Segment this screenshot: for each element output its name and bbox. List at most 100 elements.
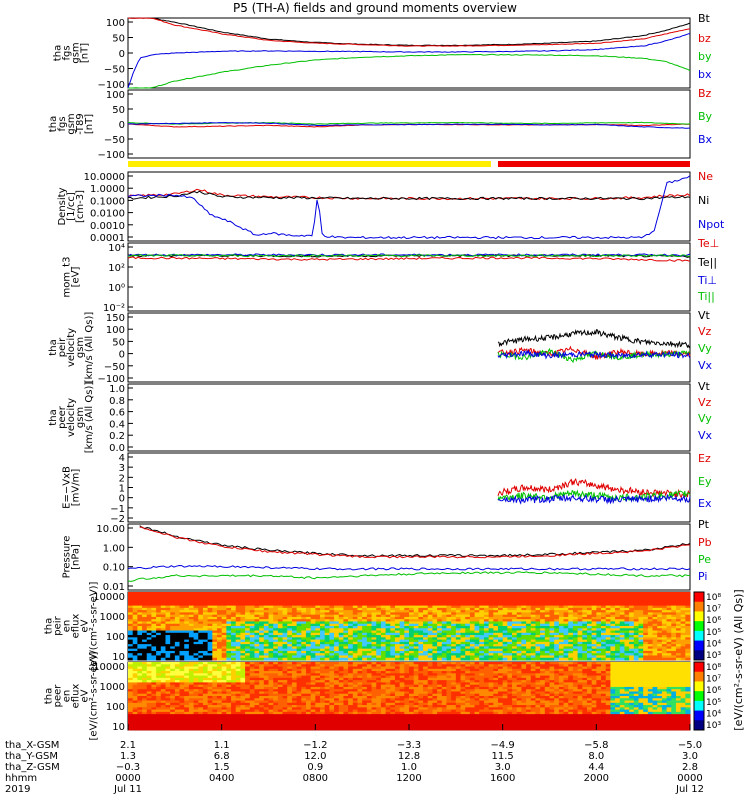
spectrogram-cell bbox=[263, 644, 269, 647]
spectrogram-cell bbox=[437, 637, 443, 640]
spectrogram-cell bbox=[305, 673, 312, 676]
spectrogram-cell bbox=[282, 668, 288, 672]
spectrogram-cell bbox=[249, 623, 255, 627]
spectrogram-cell bbox=[357, 603, 363, 606]
spectrogram-cell bbox=[633, 603, 639, 606]
spectrogram-cell bbox=[577, 616, 583, 620]
spectrogram-cell bbox=[394, 616, 401, 620]
spectrogram-cell bbox=[291, 596, 297, 600]
spectrogram-cell bbox=[277, 675, 283, 679]
spectrogram-cell bbox=[469, 668, 475, 672]
spectrogram-cell bbox=[671, 632, 677, 636]
spectrogram-cell bbox=[544, 644, 550, 647]
spectrogram-cell bbox=[390, 680, 396, 683]
spectrogram-cell bbox=[502, 619, 508, 622]
spectrogram-cell bbox=[142, 612, 148, 616]
spectrogram-cell bbox=[137, 641, 143, 645]
spectrogram-cell bbox=[132, 644, 138, 647]
spectrogram-cell bbox=[296, 677, 302, 681]
spectrogram-cell bbox=[146, 628, 152, 631]
panel-label: [eV/(cm²-s-sr-eV)] bbox=[89, 651, 100, 740]
spectrogram-cell bbox=[352, 598, 358, 602]
spectrogram-cell bbox=[348, 592, 354, 595]
spectrogram-cell bbox=[624, 666, 630, 670]
spectrogram-cell bbox=[483, 682, 490, 686]
spectrogram-cell bbox=[146, 666, 152, 670]
spectrogram-cell bbox=[390, 610, 396, 613]
panel-label: [1/cc] bbox=[66, 192, 77, 221]
spectrogram-cell bbox=[610, 650, 616, 654]
spectrogram-cell bbox=[615, 607, 621, 611]
spectrogram-cell bbox=[413, 664, 419, 667]
spectrogram-cell bbox=[540, 641, 546, 645]
spectrogram-cell bbox=[507, 677, 513, 681]
spectrogram-cell bbox=[291, 598, 297, 602]
spectrogram-cell bbox=[633, 623, 639, 627]
spectrogram-cell bbox=[380, 601, 386, 604]
spectrogram-cell bbox=[521, 598, 527, 602]
spectrogram-cell bbox=[305, 635, 312, 638]
spectrogram-cell bbox=[390, 673, 396, 676]
spectrogram-cell bbox=[615, 626, 621, 629]
spectrogram-cell bbox=[193, 650, 199, 654]
spectrogram-cell bbox=[202, 655, 209, 659]
spectrogram-cell bbox=[174, 607, 180, 611]
spectrogram-cell bbox=[479, 605, 485, 609]
y-tick-label: 3 bbox=[119, 463, 125, 474]
spectrogram-cell bbox=[216, 605, 223, 609]
spectrogram-cell bbox=[601, 601, 607, 604]
spectrogram-cell bbox=[310, 594, 316, 597]
spectrogram-cell bbox=[165, 628, 171, 631]
spectrogram-cell bbox=[324, 619, 330, 622]
spectrogram-cell bbox=[554, 662, 560, 665]
spectrogram-cell bbox=[193, 598, 199, 602]
spectrogram-cell bbox=[268, 657, 274, 661]
spectrogram-cell bbox=[427, 671, 433, 674]
y-tick-label: −100 bbox=[98, 80, 125, 91]
spectrogram-cell bbox=[207, 639, 213, 643]
spectrogram-cell bbox=[685, 677, 691, 681]
spectrogram-cell bbox=[343, 603, 349, 606]
spectrogram-cell bbox=[385, 592, 391, 595]
spectrogram-cell bbox=[202, 623, 209, 627]
spectrogram-cell bbox=[165, 630, 171, 634]
spectrogram-cell bbox=[647, 616, 653, 620]
y-tick-label: 10.0000 bbox=[84, 172, 125, 183]
spectrogram-cell bbox=[394, 607, 401, 611]
spectrogram-cell bbox=[526, 680, 532, 683]
spectrogram-cell bbox=[549, 616, 555, 620]
spectrogram-cell bbox=[324, 655, 330, 659]
spectrogram-cell bbox=[390, 628, 396, 631]
spectrogram-cell bbox=[535, 621, 541, 625]
spectrogram-cell bbox=[320, 641, 326, 645]
spectrogram-cell bbox=[572, 637, 578, 640]
spectrogram-cell bbox=[526, 592, 532, 595]
spectrogram-cell bbox=[305, 603, 312, 606]
spectrogram-cell bbox=[151, 646, 157, 650]
spectrogram-cell bbox=[343, 594, 349, 597]
spectrogram-cell bbox=[661, 598, 667, 602]
spectrogram-cell bbox=[254, 596, 260, 600]
spectrogram-cell bbox=[245, 603, 251, 606]
spectrogram-cell bbox=[437, 662, 443, 665]
spectrogram-cell bbox=[385, 657, 391, 661]
spectrogram-cell bbox=[212, 668, 218, 672]
spectrogram-cell bbox=[348, 675, 354, 679]
spectrogram-cell bbox=[128, 612, 134, 616]
spectrogram-cell bbox=[207, 621, 213, 625]
spectrogram-cell bbox=[352, 623, 358, 627]
spectrogram-cell bbox=[315, 655, 321, 659]
spectrogram-cell bbox=[151, 630, 157, 634]
spectrogram-cell bbox=[259, 675, 265, 679]
spectrogram-cell bbox=[207, 653, 213, 656]
spectrogram-cell bbox=[540, 646, 546, 650]
spectrogram-cell bbox=[404, 673, 410, 676]
spectrogram-cell bbox=[362, 628, 368, 631]
spectrogram-cell bbox=[334, 628, 340, 631]
spectrogram-cell bbox=[188, 639, 194, 643]
spectrogram-cell bbox=[638, 594, 644, 597]
spectrogram-cell bbox=[216, 628, 223, 631]
spectrogram-cell bbox=[409, 612, 415, 616]
spectrogram-cell bbox=[202, 650, 209, 654]
